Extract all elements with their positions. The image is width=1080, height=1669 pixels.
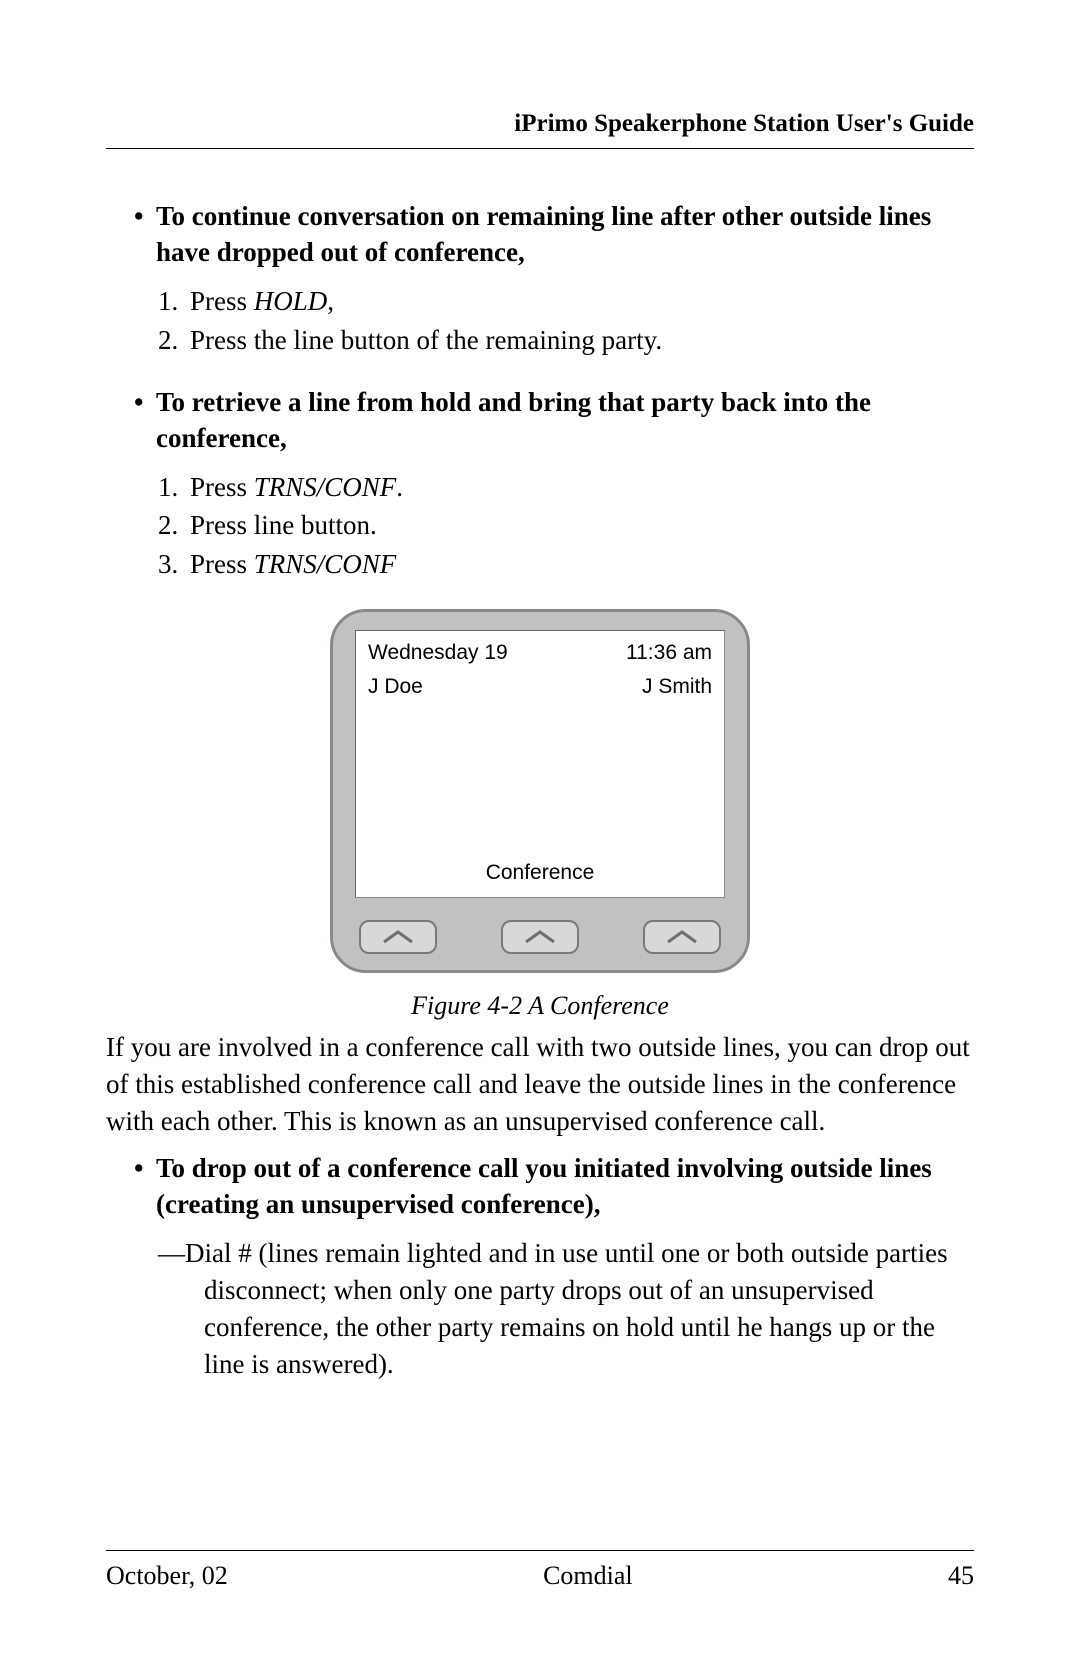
header-title: iPrimo Speakerphone Station User's Guide — [514, 110, 974, 137]
chevron-up-icon — [522, 928, 558, 946]
step-item: 1. Press HOLD, — [158, 282, 974, 320]
softkey-button-3[interactable] — [643, 920, 721, 954]
section-drop-out: To drop out of a conference call you ini… — [134, 1151, 974, 1383]
step-text-em: TRNS/CONF — [254, 549, 397, 579]
body-paragraph: If you are involved in a conference call… — [106, 1029, 974, 1139]
step-number: 1. — [158, 468, 178, 506]
step-text-post: , — [327, 286, 334, 316]
step-text-em: HOLD — [254, 286, 328, 316]
section-heading: To retrieve a line from hold and bring t… — [134, 385, 974, 456]
footer-brand: Comdial — [543, 1561, 633, 1591]
device-figure: Wednesday 19 11:36 am J Doe J Smith Conf… — [106, 609, 974, 973]
step-text-pre: Press the line button of the remaining p… — [190, 325, 662, 355]
section-heading: To continue conversation on remaining li… — [134, 199, 974, 270]
step-text-pre: Press — [190, 549, 254, 579]
chevron-up-icon — [664, 928, 700, 946]
step-item: 2. Press line button. — [158, 506, 974, 544]
section-continue-conversation: To continue conversation on remaining li… — [134, 199, 974, 359]
step-text-pre: Press line button. — [190, 510, 377, 540]
screen-caller-left: J Doe — [368, 675, 423, 699]
screen-row-datetime: Wednesday 19 11:36 am — [368, 641, 712, 665]
dash-step: —Dial # (lines remain lighted and in use… — [158, 1235, 974, 1384]
step-item: 1. Press TRNS/CONF. — [158, 468, 974, 506]
phone-screen: Wednesday 19 11:36 am J Doe J Smith Conf… — [355, 630, 725, 898]
step-number: 2. — [158, 506, 178, 544]
figure-caption: Figure 4-2 A Conference — [106, 991, 974, 1021]
screen-status: Conference — [356, 861, 724, 885]
step-number: 2. — [158, 321, 178, 359]
softkey-button-2[interactable] — [501, 920, 579, 954]
chevron-up-icon — [380, 928, 416, 946]
section-retrieve-line: To retrieve a line from hold and bring t… — [134, 385, 974, 583]
phone-device: Wednesday 19 11:36 am J Doe J Smith Conf… — [330, 609, 750, 973]
footer-date: October, 02 — [106, 1561, 228, 1591]
step-text-post: . — [396, 472, 403, 502]
step-text-em: TRNS/CONF — [254, 472, 397, 502]
step-item: 2. Press the line button of the remainin… — [158, 321, 974, 359]
section-heading: To drop out of a conference call you ini… — [134, 1151, 974, 1222]
ordered-steps: 1. Press TRNS/CONF. 2. Press line button… — [158, 468, 974, 583]
page-footer: October, 02 Comdial 45 — [106, 1550, 974, 1591]
step-number: 3. — [158, 545, 178, 583]
step-text-pre: Press — [190, 286, 254, 316]
softkey-button-1[interactable] — [359, 920, 437, 954]
screen-caller-right: J Smith — [642, 675, 712, 699]
page: iPrimo Speakerphone Station User's Guide… — [0, 0, 1080, 1669]
ordered-steps: 1. Press HOLD, 2. Press the line button … — [158, 282, 974, 359]
step-number: 1. — [158, 282, 178, 320]
step-text-pre: Press — [190, 472, 254, 502]
footer-page-number: 45 — [948, 1561, 974, 1591]
screen-row-names: J Doe J Smith — [368, 675, 712, 699]
screen-date: Wednesday 19 — [368, 641, 508, 665]
screen-time: 11:36 am — [626, 641, 712, 665]
softkey-row — [355, 920, 725, 954]
step-item: 3. Press TRNS/CONF — [158, 545, 974, 583]
page-header: iPrimo Speakerphone Station User's Guide — [106, 110, 974, 149]
